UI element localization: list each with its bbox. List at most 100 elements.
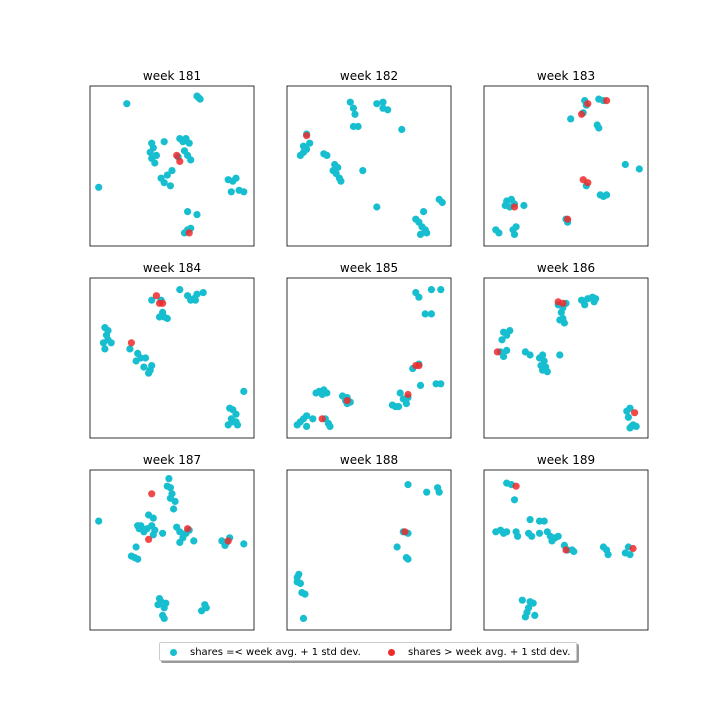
data-point-normal (224, 421, 232, 429)
data-point-normal (191, 296, 199, 304)
data-point-normal (359, 167, 367, 175)
data-point-normal (157, 174, 165, 182)
data-point-high (176, 157, 184, 165)
data-point-normal (176, 538, 184, 547)
data-point-normal (581, 301, 589, 309)
data-point-normal (349, 104, 357, 112)
data-point-normal (423, 229, 431, 237)
data-point-normal (520, 201, 528, 210)
data-point-normal (163, 171, 171, 179)
data-point-normal (176, 286, 184, 294)
subplot-title: week 189 (537, 453, 595, 467)
data-point-normal (320, 150, 328, 158)
data-point-high (159, 299, 167, 307)
data-point-high (184, 525, 192, 533)
legend-label-normal: shares =< week avg. + 1 std dev. (190, 647, 361, 658)
subplot-title: week 184 (143, 261, 201, 275)
data-point-normal (540, 517, 548, 525)
data-point-normal (337, 177, 345, 185)
data-point-normal (303, 422, 311, 430)
data-point-high (512, 482, 520, 490)
data-point-high (584, 179, 592, 187)
data-point-normal (301, 590, 309, 598)
data-point-high (415, 362, 423, 370)
data-point-normal (526, 516, 534, 524)
data-point-normal (154, 601, 162, 609)
data-point-normal (395, 403, 403, 411)
data-point-normal (556, 351, 564, 359)
data-point-normal (554, 532, 562, 540)
data-point-normal (498, 336, 506, 344)
data-point-normal (329, 167, 337, 175)
data-point-normal (160, 604, 168, 612)
data-point-normal (132, 543, 140, 551)
subplot-5: week 185 (286, 261, 452, 439)
data-point-normal (185, 139, 193, 147)
data-point-normal (603, 191, 611, 199)
data-point-normal (148, 154, 156, 162)
subplot-title: week 181 (143, 69, 201, 83)
data-point-normal (416, 230, 425, 238)
data-point-normal (240, 540, 248, 548)
data-point-normal (160, 138, 168, 146)
data-point-normal (404, 481, 412, 489)
legend-marker-high (388, 649, 395, 656)
data-point-high (343, 397, 351, 405)
data-point-normal (134, 555, 142, 563)
subplot-title: week 183 (537, 69, 595, 83)
data-point-normal (529, 599, 537, 607)
data-point-normal (140, 363, 148, 371)
data-point-normal (427, 286, 435, 294)
subplot-9: week 189 (483, 453, 649, 631)
data-point-normal (168, 167, 176, 175)
data-point-normal (590, 298, 598, 306)
subplot-2: week 182 (286, 69, 452, 247)
data-point-normal (146, 148, 154, 156)
data-point-normal (193, 290, 201, 298)
data-point-high (562, 546, 570, 554)
data-point-normal (514, 532, 522, 540)
data-point-normal (306, 139, 314, 147)
data-point-high (148, 490, 156, 498)
data-point-normal (312, 389, 320, 397)
data-point-normal (416, 381, 425, 389)
data-point-normal (531, 611, 539, 620)
subplot-8: week 188 (286, 453, 452, 631)
data-point-high (152, 292, 160, 300)
data-point-normal (437, 286, 445, 294)
legend-item-normal: shares =< week avg. + 1 std dev. (170, 643, 361, 662)
data-point-normal (193, 92, 201, 100)
data-point-normal (388, 401, 396, 409)
data-point-normal (542, 363, 550, 371)
data-point-normal (435, 488, 443, 496)
subplot-title: week 187 (143, 453, 201, 467)
data-point-high (564, 215, 572, 223)
data-point-normal (95, 517, 103, 525)
legend-label-high: shares > week avg. + 1 std dev. (408, 647, 571, 658)
data-point-high (603, 97, 611, 105)
data-point-normal (240, 387, 248, 395)
data-point-normal (373, 203, 381, 211)
data-point-normal (510, 230, 519, 238)
data-point-normal (166, 484, 174, 492)
data-point-high (578, 110, 586, 118)
data-point-normal (557, 308, 565, 316)
data-point-normal (427, 310, 435, 318)
data-point-normal (145, 369, 153, 377)
data-point-normal (423, 488, 431, 496)
data-point-normal (132, 357, 140, 365)
data-point-normal (166, 182, 174, 190)
data-point-high (493, 348, 501, 356)
data-point-high (401, 528, 409, 536)
data-point-normal (438, 198, 446, 207)
subplot-6: week 186 (483, 261, 649, 439)
data-point-normal (160, 614, 168, 623)
data-point-normal (148, 362, 156, 370)
data-point-normal (184, 208, 192, 216)
data-point-normal (539, 351, 547, 359)
data-point-normal (570, 547, 578, 556)
data-point-normal (165, 475, 173, 483)
data-point-normal (526, 351, 534, 359)
data-point-normal (303, 412, 311, 420)
data-point-normal (240, 188, 248, 196)
